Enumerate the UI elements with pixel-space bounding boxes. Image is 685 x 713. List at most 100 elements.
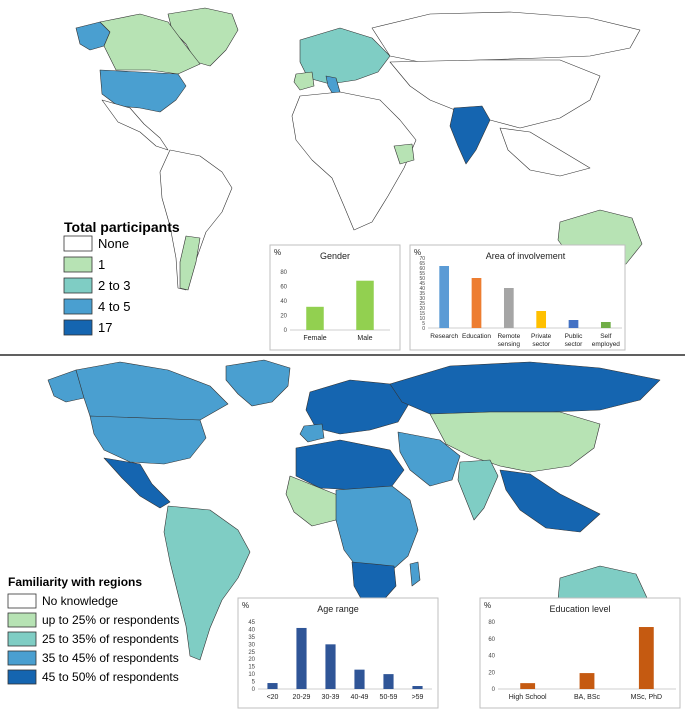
chart-area-ytick-5: 25 — [419, 301, 425, 307]
chart-area-cat-5-0: Self — [600, 333, 611, 340]
chart-age-cat-2: 30-39 — [322, 694, 340, 701]
chart-age-cat-0: <20 — [267, 694, 279, 701]
chart-edu-cat-2: MSc, PhD — [631, 694, 663, 701]
top-legend: Total participants None 1 2 to 3 4 to 5 17 — [63, 219, 180, 336]
map-mexico — [101, 99, 169, 151]
top-legend-swatch-2 — [63, 277, 93, 294]
chart-edu-cat-1: BA, BSc — [574, 694, 601, 701]
map-india-b — [457, 459, 499, 521]
bottom-legend-swatch-1 — [7, 612, 37, 628]
chart-area-bar-0 — [439, 266, 450, 328]
chart-age-bar-1 — [296, 627, 307, 689]
chart-area-ylabel: % — [414, 248, 421, 257]
bottom-legend-label-4: 45 to 50% of respondents — [42, 670, 179, 684]
chart-area-bar-2 — [503, 288, 514, 328]
map-asia — [389, 59, 601, 129]
map-russia — [371, 11, 641, 63]
bottom-legend-label-2: 25 to 35% of respondents — [42, 632, 179, 646]
chart-edu-ytick-0: 0 — [492, 687, 496, 693]
chart-gender-ylabel: % — [274, 248, 281, 257]
chart-age-bar-0 — [267, 683, 278, 689]
map-mexico-b — [103, 457, 171, 509]
chart-area-ytick-12: 60 — [419, 266, 425, 272]
chart-age-ytick-1: 5 — [252, 680, 256, 686]
map-india — [449, 105, 491, 165]
map-west-africa-b — [285, 475, 341, 527]
map-se-asia — [499, 127, 591, 177]
chart-area-ytick-11: 55 — [419, 271, 425, 277]
chart-edu-ylabel: % — [484, 601, 491, 610]
map-middle-east-b — [397, 431, 461, 487]
bottom-legend-title: Familiarity with regions — [8, 575, 142, 589]
chart-area-title: Area of involvement — [486, 251, 566, 261]
chart-edu-bar-1 — [579, 673, 595, 689]
chart-edu-cat-0: High School — [509, 694, 547, 701]
map-iberia — [293, 71, 315, 91]
map-russia-b — [389, 361, 661, 415]
chart-area-ytick-14: 70 — [419, 256, 425, 262]
chart-gender-ytick-2: 40 — [280, 299, 287, 305]
chart-area-cat-3-0: Private — [531, 333, 552, 340]
chart-edu-ytick-1: 20 — [488, 670, 495, 676]
chart-edu-title: Education level — [549, 604, 610, 614]
chart-area-cat-3-1: sector — [532, 341, 551, 348]
top-legend-swatch-3 — [63, 298, 93, 315]
chart-area-bar-5 — [600, 322, 611, 328]
chart-area-ytick-7: 35 — [419, 291, 425, 297]
map-europe-b — [305, 379, 411, 435]
map-madagascar-b — [409, 561, 421, 587]
chart-education-level: Education level% 0 20 40 60 80 High School BA, … — [479, 597, 681, 709]
bottom-legend-swatch-0 — [7, 593, 37, 609]
bottom-legend-label-1: up to 25% or respondents — [42, 613, 179, 627]
chart-age-cat-4: 50-59 — [380, 694, 398, 701]
top-legend-title: Total participants — [64, 219, 180, 235]
chart-age-ytick-9: 45 — [248, 620, 255, 626]
chart-gender-ytick-4: 80 — [280, 270, 287, 276]
chart-age-cat-5: >59 — [412, 694, 424, 701]
top-legend-swatch-4 — [63, 319, 93, 336]
chart-area-ytick-9: 45 — [419, 281, 425, 287]
chart-age-ytick-7: 35 — [248, 635, 255, 641]
chart-area-cat-4-0: Public — [565, 333, 583, 340]
chart-area-bar-3 — [536, 311, 547, 328]
top-legend-swatch-0 — [63, 235, 93, 252]
chart-age-cat-1: 20-29 — [293, 694, 311, 701]
chart-gender-bar-1 — [356, 280, 374, 330]
map-usa-b — [89, 415, 207, 465]
bottom-legend-swatch-3 — [7, 650, 37, 666]
bottom-legend-label-3: 35 to 45% of respondents — [42, 651, 179, 665]
chart-age-ytick-4: 20 — [248, 657, 255, 663]
top-legend-swatch-1 — [63, 256, 93, 273]
chart-area-cat-5-1: employed — [592, 341, 621, 348]
chart-area-cat-0: Research — [430, 333, 458, 340]
chart-age-cat-3: 40-49 — [351, 694, 369, 701]
chart-gender-cat-0: Female — [303, 335, 326, 342]
chart-edu-ytick-4: 80 — [488, 620, 495, 626]
chart-age-ytick-2: 10 — [248, 672, 255, 678]
map-argentina — [179, 235, 201, 291]
chart-age-ytick-3: 15 — [248, 665, 255, 671]
chart-area-ytick-3: 15 — [419, 311, 425, 317]
chart-edu-bar-0 — [520, 683, 536, 689]
chart-area-cat-4-1: sector — [565, 341, 584, 348]
chart-age-bar-4 — [383, 674, 394, 689]
chart-area-ytick-2: 10 — [419, 316, 425, 322]
chart-age-ytick-5: 25 — [248, 650, 255, 656]
chart-edu-ytick-2: 40 — [488, 654, 495, 660]
chart-edu-ytick-3: 60 — [488, 637, 495, 643]
chart-area-bar-4 — [568, 320, 579, 328]
chart-age-ytick-6: 30 — [248, 642, 255, 648]
bottom-legend-label-0: No knowledge — [42, 594, 118, 608]
map-africa — [291, 91, 417, 231]
map-central-africa-b — [335, 485, 419, 575]
top-legend-label-4: 17 — [98, 320, 112, 335]
chart-gender-ytick-1: 20 — [280, 314, 287, 320]
chart-gender-ytick-0: 0 — [284, 328, 288, 334]
chart-area-of-involvement: Area of involvement% 05101520253035404550… — [409, 244, 626, 351]
chart-gender-bar-0 — [306, 306, 324, 330]
chart-edu-bar-2 — [638, 627, 654, 689]
chart-area-ytick-10: 50 — [419, 276, 425, 282]
top-world-map — [75, 7, 643, 291]
